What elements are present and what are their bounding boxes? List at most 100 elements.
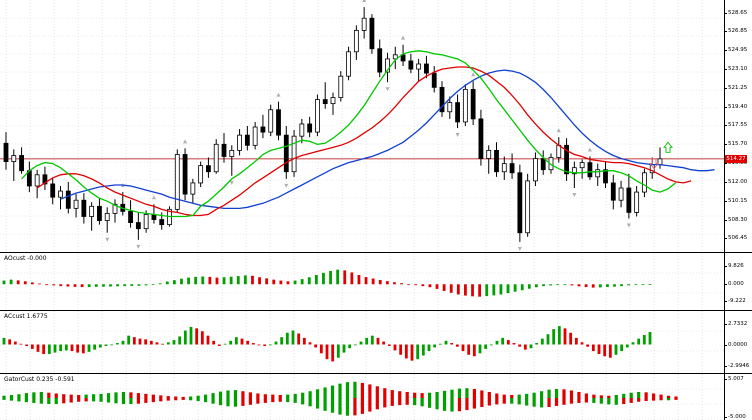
histogram-bar (364, 277, 368, 285)
gator-bar-lower (674, 398, 678, 400)
candle-bearish (517, 172, 523, 234)
gator-bar-lower (218, 398, 223, 406)
axis-tick (724, 30, 727, 32)
gator-bar-lower (345, 398, 350, 416)
gator-bar-upper (301, 392, 305, 398)
histogram-bar (433, 344, 437, 348)
candle-bearish (206, 165, 211, 173)
gator-bar-upper (435, 391, 439, 398)
histogram-bar (314, 344, 318, 348)
gator-bar-lower (629, 398, 633, 403)
histogram-bar (300, 279, 304, 285)
candle-bullish (346, 51, 351, 77)
histogram-bar (492, 284, 496, 296)
candle-bearish (276, 109, 281, 136)
gator-bar-upper (629, 392, 633, 398)
gator-bar-lower (495, 398, 499, 405)
histogram-bar (598, 284, 602, 288)
histogram-bar (8, 339, 12, 345)
gator-bar-upper (569, 390, 574, 398)
candle-bullish (104, 213, 110, 221)
gator-bar-lower (144, 398, 148, 403)
pane-separator[interactable] (0, 252, 752, 253)
ac-indicator-pane[interactable]: ACcust 1.6775 2.7332 0.0000 -2.9946 (0, 311, 752, 373)
gator-bar-lower (592, 398, 596, 403)
axis-tick (724, 284, 727, 286)
histogram-bar (506, 284, 510, 294)
candle-bearish (455, 102, 460, 123)
fractal-up-marker (471, 72, 476, 77)
histogram-bar (648, 284, 652, 285)
gator-bar-upper (293, 393, 297, 398)
histogram-bar (314, 275, 318, 285)
ao-indicator-pane[interactable]: AOcust -0.000 9.826 0.000 -9.222 (0, 253, 752, 310)
gator-bar-upper (47, 392, 51, 398)
axis-tick (724, 324, 727, 326)
gator-bar-upper (39, 391, 43, 398)
candle-bearish (400, 54, 406, 62)
gator-bar-lower (569, 398, 574, 404)
axis-tick (724, 144, 727, 146)
histogram-bar (478, 344, 482, 354)
gator-bar-upper (674, 396, 678, 398)
gator-bar-upper (525, 393, 529, 398)
price-chart-svg[interactable] (0, 0, 752, 252)
gator-bar-upper (62, 394, 66, 398)
gator-bar-lower (353, 398, 357, 416)
gator-bar-upper (263, 394, 267, 398)
gator-bar-upper (136, 393, 140, 398)
histogram-bar (527, 284, 531, 289)
pane-separator[interactable] (0, 373, 752, 374)
gator-bar-upper (368, 384, 372, 398)
candle-bullish (112, 203, 118, 214)
histogram-bar (387, 344, 391, 346)
histogram-bar (293, 280, 297, 285)
histogram-bar (378, 280, 382, 285)
histogram-bar (574, 337, 578, 345)
gator-bar-upper (77, 394, 81, 398)
candle-bullish (73, 199, 79, 209)
histogram-bar (428, 284, 432, 288)
candle-bullish (447, 102, 453, 113)
histogram-bar (591, 284, 595, 288)
histogram-bar (416, 344, 420, 360)
gator-bar-lower (92, 398, 96, 402)
histogram-bar (569, 332, 573, 345)
gator-bar-upper (233, 390, 238, 398)
gator-bar-lower (181, 398, 185, 400)
histogram-bar (240, 338, 244, 345)
candle-bullish (338, 75, 344, 98)
histogram-bar (98, 344, 102, 348)
gator-bar-lower (39, 398, 43, 404)
histogram-bar (442, 284, 446, 291)
gator-bar-upper (584, 393, 588, 398)
histogram-bar (137, 284, 141, 286)
price-chart-pane[interactable]: 528.65 526.85 524.95 523.10 521.25 519.40 517.… (0, 0, 752, 252)
gator-bar-lower (622, 398, 626, 405)
histogram-bar (580, 342, 584, 345)
candle-bullish (462, 89, 468, 123)
histogram-bar (506, 340, 510, 345)
gator-bar-lower (166, 398, 170, 401)
price-scale-border (724, 0, 725, 420)
gator-bar-lower (54, 398, 58, 405)
gator-bar-lower (256, 398, 260, 404)
axis-tick (724, 416, 727, 418)
gator-bar-lower (17, 398, 21, 402)
gator-indicator-pane[interactable]: GatorCust 0.235 -0.591 5.007 -5.000 (0, 374, 752, 420)
histogram-bar (258, 277, 261, 285)
gator-bar-lower (204, 398, 208, 403)
histogram-bar (371, 278, 375, 285)
histogram-bar (359, 341, 363, 345)
candle-bullish (315, 99, 320, 133)
gator-bar-upper (181, 396, 185, 398)
histogram-bar (272, 279, 276, 285)
candle-bearish (97, 205, 102, 221)
histogram-bar (627, 284, 631, 286)
pane-separator[interactable] (0, 310, 752, 311)
gator-bar-lower (77, 398, 81, 402)
histogram-bar (265, 278, 269, 285)
axis-tick (724, 50, 727, 52)
gator-bar-lower (442, 398, 447, 411)
histogram-bar (201, 276, 205, 285)
